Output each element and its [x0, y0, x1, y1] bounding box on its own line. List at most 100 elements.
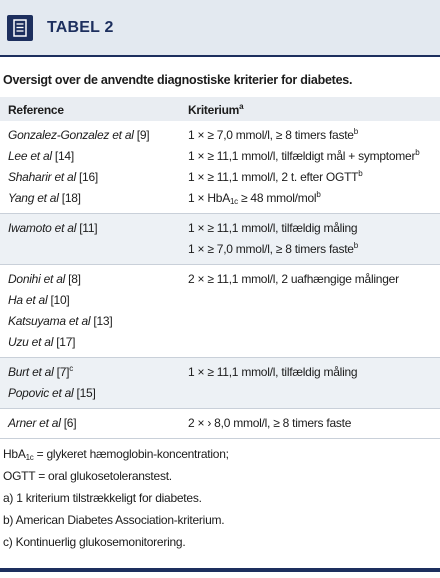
table: Reference Kriteriuma Gonzalez-Gonzalez et … — [0, 97, 440, 439]
text-segment: 1 × ≥ 7,0 mmol/l, ≥ 8 timers faste — [188, 128, 354, 142]
text-segment: b — [353, 241, 358, 250]
header-text: Kriteriuma — [188, 102, 440, 118]
text-segment: Gonzalez-Gonzalez et al — [8, 128, 134, 142]
text-segment: Katsuyama et al — [8, 314, 91, 328]
footnote: HbA1c = glykeret hæmoglobin-koncentratio… — [3, 443, 440, 465]
text-segment: Donihi et al — [8, 272, 66, 286]
text-segment: Popovic et al — [8, 386, 74, 400]
reference: Lee et al [14] — [8, 146, 180, 167]
reference: Ha et al [10] — [8, 290, 180, 311]
text-segment: Burt et al — [8, 365, 54, 379]
criterion-cell: 1 × ≥ 11,1 mmol/l, tilfældig måling 1 × ≥… — [180, 213, 440, 265]
text-segment: 1c — [229, 197, 238, 206]
text-segment: Arner et al — [8, 416, 61, 430]
header-row: Reference Kriteriuma — [0, 97, 440, 121]
text-segment: Shaharir et al — [8, 170, 76, 184]
criterion: 2 × ≥ 11,1 mmol/l, 2 uafhængige målinger — [188, 269, 440, 290]
footnote: OGTT = oral glukosetoleranstest. — [3, 465, 440, 487]
table-title: Oversigt over de anvendte diagnostiske k… — [3, 73, 353, 87]
text-segment: [14] — [51, 149, 74, 163]
table-header-band: TABEL 2 — [0, 0, 440, 57]
criterion: 2 × › 8,0 mmol/l, ≥ 8 timers faste — [188, 413, 440, 434]
group-row: Iwamoto et al [11] 1 × ≥ 11,1 mmol/l, til… — [0, 213, 440, 265]
text-segment: HbA — [3, 447, 26, 461]
group-row: Arner et al [6] 2 × › 8,0 mmol/l, ≥ 8 tim… — [0, 408, 440, 439]
text-segment: [18] — [58, 191, 81, 205]
text-segment: 1 × ≥ 7,0 mmol/l, ≥ 8 timers faste — [188, 242, 354, 256]
reference-cell: Iwamoto et al [11] — [0, 213, 180, 265]
text-segment: [16] — [75, 170, 98, 184]
text-segment: 2 × ≥ 11,1 mmol/l, 2 uafhængige målinger — [188, 272, 399, 286]
footnote: a) 1 kriterium tilstrækkeligt for diabet… — [3, 487, 440, 509]
criterion: 1 × HbA1c ≥ 48 mmol/molb — [188, 188, 440, 209]
criterion-cell: 1 × ≥ 11,1 mmol/l, tilfældig måling — [180, 357, 440, 409]
text-segment: [9] — [133, 128, 150, 142]
text-segment: a) 1 kriterium tilstrækkeligt for diabet… — [3, 491, 202, 505]
column-header: Kriteriuma — [180, 97, 440, 121]
text-segment: [11] — [76, 221, 98, 235]
footnote: c) Kontinuerlig glukosemonitorering. — [3, 531, 440, 553]
criterion: 1 × ≥ 7,0 mmol/l, ≥ 8 timers fasteb — [188, 125, 440, 146]
text-segment: Ha et al — [8, 293, 48, 307]
criterion: 1 × ≥ 11,1 mmol/l, tilfældig måling — [188, 218, 440, 239]
text-segment: c) Kontinuerlig glukosemonitorering. — [3, 535, 186, 549]
reference: Katsuyama et al [13] — [8, 311, 180, 332]
table-label: TABEL 2 — [47, 18, 114, 36]
reference: Shaharir et al [16] — [8, 167, 180, 188]
reference: Popovic et al [15] — [8, 383, 180, 404]
text-segment: Kriterium — [188, 103, 240, 117]
criterion-cell: 2 × ≥ 11,1 mmol/l, 2 uafhængige målinger — [180, 264, 440, 358]
text-segment: [10] — [47, 293, 70, 307]
text-segment: [13] — [90, 314, 113, 328]
criterion: 1 × ≥ 7,0 mmol/l, ≥ 8 timers fasteb — [188, 239, 440, 260]
reference: Uzu et al [17] — [8, 332, 180, 353]
text-segment: 2 × › 8,0 mmol/l, ≥ 8 timers faste — [188, 416, 352, 430]
text-segment: [15] — [73, 386, 96, 400]
text-segment: a — [239, 102, 244, 111]
text-segment: Lee et al — [8, 149, 52, 163]
text-segment: ≥ 48 mmol/mol — [237, 191, 317, 205]
footnote: b) American Diabetes Association-kriteri… — [3, 509, 440, 531]
group-row: Burt et al [7]c Popovic et al [15] 1 × ≥ 1… — [0, 357, 440, 409]
text-segment: Yang et al — [8, 191, 59, 205]
text-segment: 1 × ≥ 11,1 mmol/l, 2 t. efter OGTT — [188, 170, 359, 184]
text-segment: b — [353, 127, 358, 136]
text-segment: = glykeret hæmoglobin-koncentration; — [33, 447, 229, 461]
criterion: 1 × ≥ 11,1 mmol/l, 2 t. efter OGTTb — [188, 167, 440, 188]
reference: Gonzalez-Gonzalez et al [9] — [8, 125, 180, 146]
text-segment: [6] — [60, 416, 77, 430]
text-segment: Reference — [8, 103, 64, 117]
text-segment: 1 × ≥ 11,1 mmol/l, tilfældig måling — [188, 365, 358, 379]
criterion: 1 × ≥ 11,1 mmol/l, tilfældig måling — [188, 362, 440, 383]
text-segment: b) American Diabetes Association-kriteri… — [3, 513, 225, 527]
text-segment: 1c — [25, 453, 34, 462]
reference-cell: Burt et al [7]c Popovic et al [15] — [0, 357, 180, 409]
reference: Burt et al [7]c — [8, 362, 180, 383]
text-segment: [7] — [53, 365, 70, 379]
reference-cell: Donihi et al [8] Ha et al [10] Katsuyama e… — [0, 264, 180, 358]
criterion: 1 × ≥ 11,1 mmol/l, tilfældigt mål + symp… — [188, 146, 440, 167]
reference: Yang et al [18] — [8, 188, 180, 209]
text-segment: c — [69, 364, 73, 373]
reference: Iwamoto et al [11] — [8, 218, 180, 239]
reference: Arner et al [6] — [8, 413, 180, 434]
reference-cell: Arner et al [6] — [0, 408, 180, 439]
text-segment: 1 × ≥ 11,1 mmol/l, tilfældigt mål + symp… — [188, 149, 416, 163]
text-segment: 1 × ≥ 11,1 mmol/l, tilfældig måling — [188, 221, 358, 235]
text-segment: [17] — [53, 335, 76, 349]
group-row: Gonzalez-Gonzalez et al [9] Lee et al [14… — [0, 121, 440, 214]
text-segment: b — [415, 148, 420, 157]
text-segment: b — [316, 190, 321, 199]
reference: Donihi et al [8] — [8, 269, 180, 290]
footnotes: HbA1c = glykeret hæmoglobin-koncentratio… — [0, 439, 440, 553]
table-icon — [7, 14, 33, 41]
text-segment: Uzu et al — [8, 335, 54, 349]
header-text: Reference — [8, 103, 180, 117]
column-header: Reference — [0, 97, 180, 121]
text-segment: [8] — [65, 272, 81, 286]
text-segment: 1 × HbA — [188, 191, 230, 205]
bottom-rule — [0, 568, 440, 572]
criterion-cell: 1 × ≥ 7,0 mmol/l, ≥ 8 timers fasteb 1 × ≥… — [180, 121, 440, 214]
group-row: Donihi et al [8] Ha et al [10] Katsuyama e… — [0, 264, 440, 358]
